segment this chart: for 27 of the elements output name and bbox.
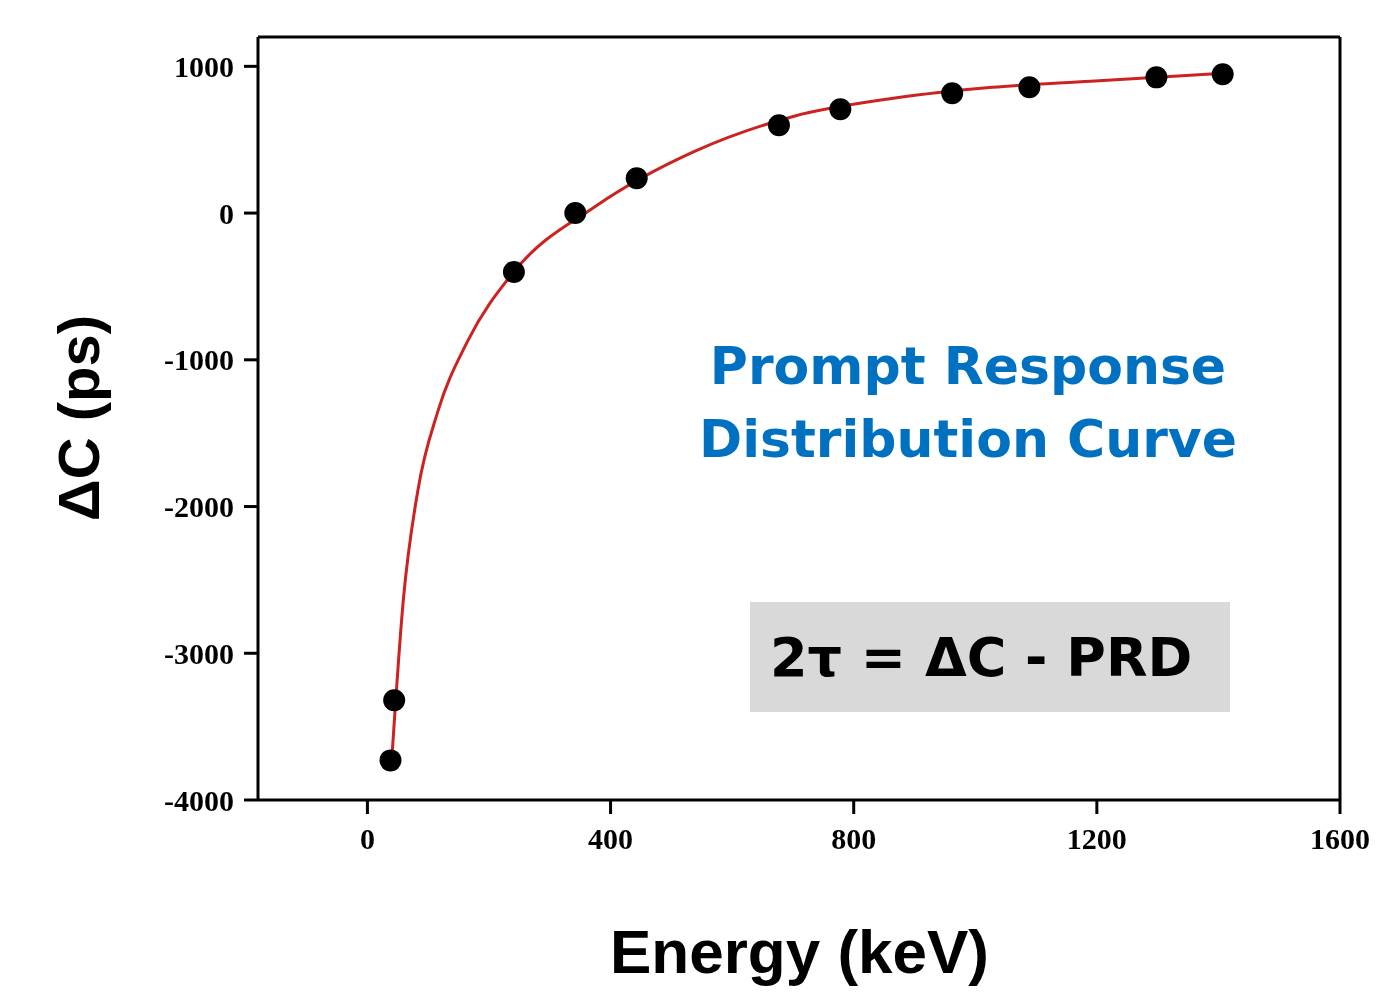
y-tick-label: -2000 bbox=[164, 490, 234, 524]
x-tick-label: 0 bbox=[359, 822, 375, 856]
point bbox=[383, 689, 406, 712]
point bbox=[625, 167, 648, 190]
text-box: 2τ = ΔC - PRD bbox=[750, 602, 1230, 712]
point bbox=[379, 749, 402, 772]
y-tick-label: -1000 bbox=[164, 343, 234, 377]
point bbox=[502, 260, 525, 283]
y-tick-label: 0 bbox=[219, 196, 234, 230]
x-tick-label: 400 bbox=[588, 822, 634, 856]
point bbox=[1211, 63, 1234, 86]
x-tick-label: 1200 bbox=[1066, 822, 1127, 856]
x-axis-title: Energy (keV) bbox=[609, 916, 990, 987]
y-tick-label: -4000 bbox=[164, 783, 234, 817]
point bbox=[1018, 76, 1041, 99]
annotation: Prompt Response Distribution Curve bbox=[698, 335, 1238, 471]
y-tick-label: 1000 bbox=[174, 50, 234, 83]
point bbox=[1145, 66, 1168, 89]
y-axis-title: ΔC (ps) bbox=[44, 314, 112, 522]
point bbox=[941, 82, 964, 105]
point bbox=[564, 202, 587, 225]
point bbox=[767, 114, 790, 137]
x-tick-label: 1600 bbox=[1310, 822, 1370, 856]
annotation: 2τ = ΔC - PRD bbox=[770, 625, 1193, 689]
x-tick-label: 800 bbox=[831, 822, 877, 856]
y-tick-label: -3000 bbox=[164, 636, 234, 670]
point bbox=[829, 98, 852, 121]
